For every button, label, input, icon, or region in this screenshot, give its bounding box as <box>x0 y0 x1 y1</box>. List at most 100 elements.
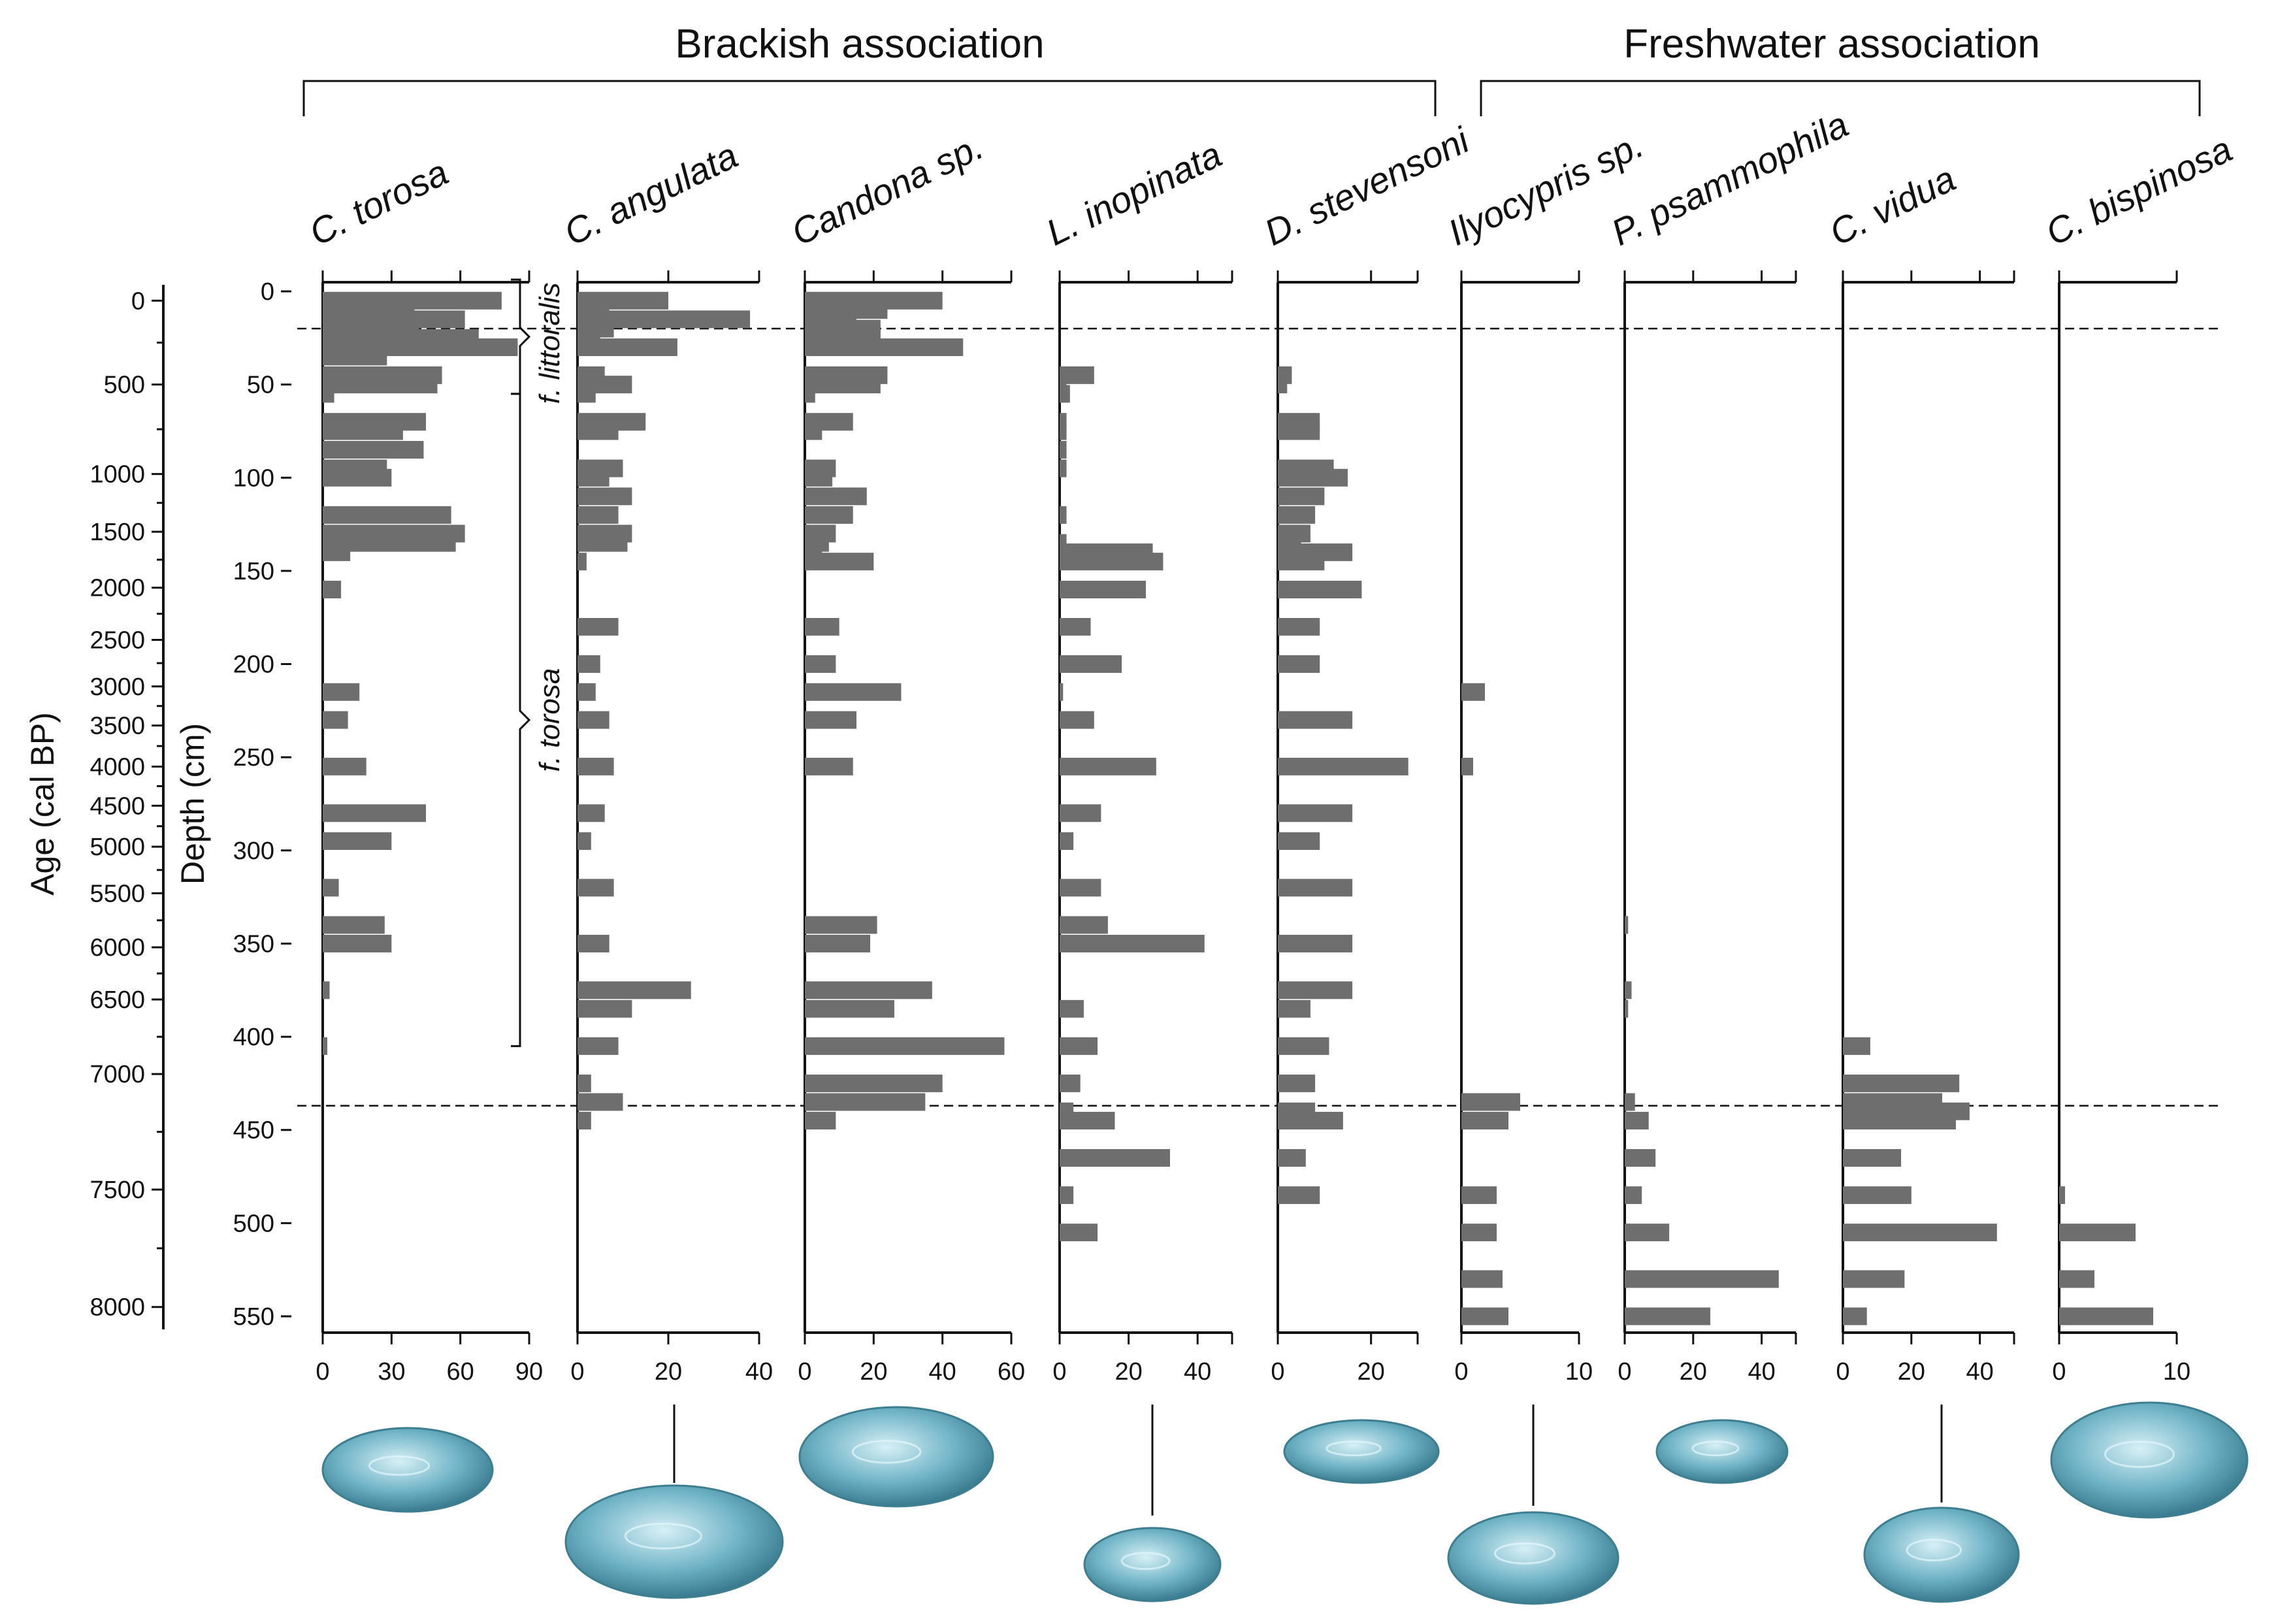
x-tick-label: 40 <box>1748 1358 1775 1386</box>
bar-l-inopinata <box>1060 757 1156 775</box>
depth-tick-label: 450 <box>233 1117 274 1145</box>
bar-candona-sp <box>805 422 822 440</box>
bar-c-torosa <box>323 683 360 701</box>
bar-l-inopinata <box>1060 879 1101 897</box>
depth-tick-label: 350 <box>233 930 274 958</box>
l-inopinata-shell-highlight <box>1120 1551 1171 1570</box>
x-tick-label: 60 <box>998 1358 1025 1386</box>
bar-d-stevensoni <box>1278 1111 1343 1129</box>
bar-candona-sp <box>805 711 856 729</box>
species-label-c-vidua: C. vidua <box>1823 157 1962 253</box>
bar-c-angulata <box>578 832 591 851</box>
bar-d-stevensoni <box>1278 981 1353 999</box>
bar-p-psammophila <box>1625 981 1632 999</box>
bar-ilyocypris-sp <box>1461 1186 1497 1205</box>
age-tick-label: 0 <box>131 287 145 315</box>
panel-p-psammophila: P. psammophila 0 20 40 <box>1605 103 1855 1386</box>
association-groups: Brackish association Freshwater associati… <box>302 22 2201 116</box>
bar-d-stevensoni <box>1278 580 1362 598</box>
bar-c-torosa <box>323 376 438 394</box>
c-torosa-shell-icon <box>321 1427 494 1513</box>
x-tick-label: 0 <box>316 1358 329 1386</box>
bar-ilyocypris-sp <box>1461 1270 1503 1288</box>
age-tick-label: 8000 <box>89 1294 145 1322</box>
bar-p-psammophila <box>1625 1093 1635 1111</box>
age-tick-label: 7000 <box>89 1061 145 1088</box>
bar-c-torosa <box>323 468 392 487</box>
bar-candona-sp <box>805 553 874 571</box>
bar-p-psammophila <box>1625 1111 1649 1129</box>
age-tick-label: 1500 <box>89 519 145 546</box>
depth-tick-label: 250 <box>233 744 274 771</box>
bar-c-angulata <box>578 617 619 636</box>
bar-l-inopinata <box>1060 683 1064 701</box>
depth-tick-label: 300 <box>233 837 274 865</box>
ilyocypris-shell-icon <box>1447 1511 1619 1605</box>
depth-tick-label: 0 <box>261 278 274 306</box>
bar-l-inopinata <box>1060 617 1091 636</box>
bar-l-inopinata <box>1060 1037 1098 1055</box>
x-tick-label: 0 <box>1052 1358 1066 1386</box>
bar-c-angulata <box>578 1037 619 1055</box>
x-tick-label: 0 <box>1454 1358 1468 1386</box>
bar-c-angulata <box>578 534 628 552</box>
bar-candona-sp <box>805 757 853 775</box>
bar-c-vidua <box>1843 1074 1960 1092</box>
x-tick-label: 0 <box>1618 1358 1631 1386</box>
bar-l-inopinata <box>1060 534 1067 552</box>
bar-c-angulata <box>578 683 596 701</box>
x-tick-label: 90 <box>515 1358 543 1386</box>
panel-ilyocypris-sp: Ilyocypris sp.0 10 <box>1442 123 1650 1386</box>
bar-c-angulata <box>578 1111 591 1129</box>
bar-c-angulata <box>578 879 614 897</box>
panel-c-bispinosa: C. bispinosa 0 10 <box>2040 128 2239 1386</box>
bar-c-angulata <box>578 1074 591 1092</box>
bar-c-angulata <box>578 934 610 952</box>
group-title-brackish: Brackish association <box>675 22 1044 67</box>
bar-c-angulata <box>578 757 614 775</box>
age-tick-label: 4000 <box>89 753 145 781</box>
depth-tick-label: 100 <box>233 464 274 492</box>
species-label-d-stevensoni: D. stevensoni <box>1258 119 1476 253</box>
bar-c-angulata <box>578 385 596 403</box>
bar-c-angulata <box>578 711 610 729</box>
panel-c-angulata: C. angulata 0 20 40 <box>558 135 773 1386</box>
bar-d-stevensoni <box>1278 1037 1329 1055</box>
bar-c-torosa <box>323 385 334 403</box>
bar-c-vidua <box>1843 1307 1867 1325</box>
bar-c-torosa <box>323 580 342 598</box>
d-stevensoni-shell-icon <box>1283 1419 1440 1484</box>
bar-c-vidua <box>1843 1111 1956 1129</box>
bar-p-psammophila <box>1625 1224 1670 1242</box>
bar-candona-sp <box>805 617 839 636</box>
bar-c-torosa <box>323 981 330 999</box>
species-label-p-psammophila: P. psammophila <box>1605 103 1855 253</box>
bar-c-bispinosa <box>2059 1224 2136 1242</box>
bar-c-torosa <box>323 832 392 851</box>
bar-c-vidua <box>1843 1037 1870 1055</box>
bar-c-torosa <box>323 440 424 459</box>
bar-l-inopinata <box>1060 580 1146 598</box>
bar-candona-sp <box>805 999 894 1018</box>
bar-l-inopinata <box>1060 376 1067 394</box>
p-psammophila-shell-highlight <box>1691 1440 1740 1457</box>
x-tick-label: 0 <box>2052 1358 2066 1386</box>
bar-l-inopinata <box>1060 916 1108 934</box>
bar-l-inopinata <box>1060 934 1205 952</box>
bar-candona-sp <box>805 1111 836 1129</box>
bar-l-inopinata <box>1060 711 1094 729</box>
x-tick-label: 40 <box>1966 1358 1993 1386</box>
bar-d-stevensoni <box>1278 1186 1320 1205</box>
bar-d-stevensoni <box>1278 506 1316 524</box>
bar-c-angulata <box>578 553 587 571</box>
ostracod-shell-images <box>321 1401 2249 1605</box>
bar-c-angulata <box>578 804 605 822</box>
bar-c-torosa <box>323 879 339 897</box>
bar-p-psammophila <box>1625 1186 1642 1205</box>
x-tick-label: 20 <box>655 1358 682 1386</box>
age-tick-label: 3500 <box>89 713 145 740</box>
d-stevensoni-shell-highlight <box>1326 1440 1382 1457</box>
bar-candona-sp <box>805 468 833 487</box>
